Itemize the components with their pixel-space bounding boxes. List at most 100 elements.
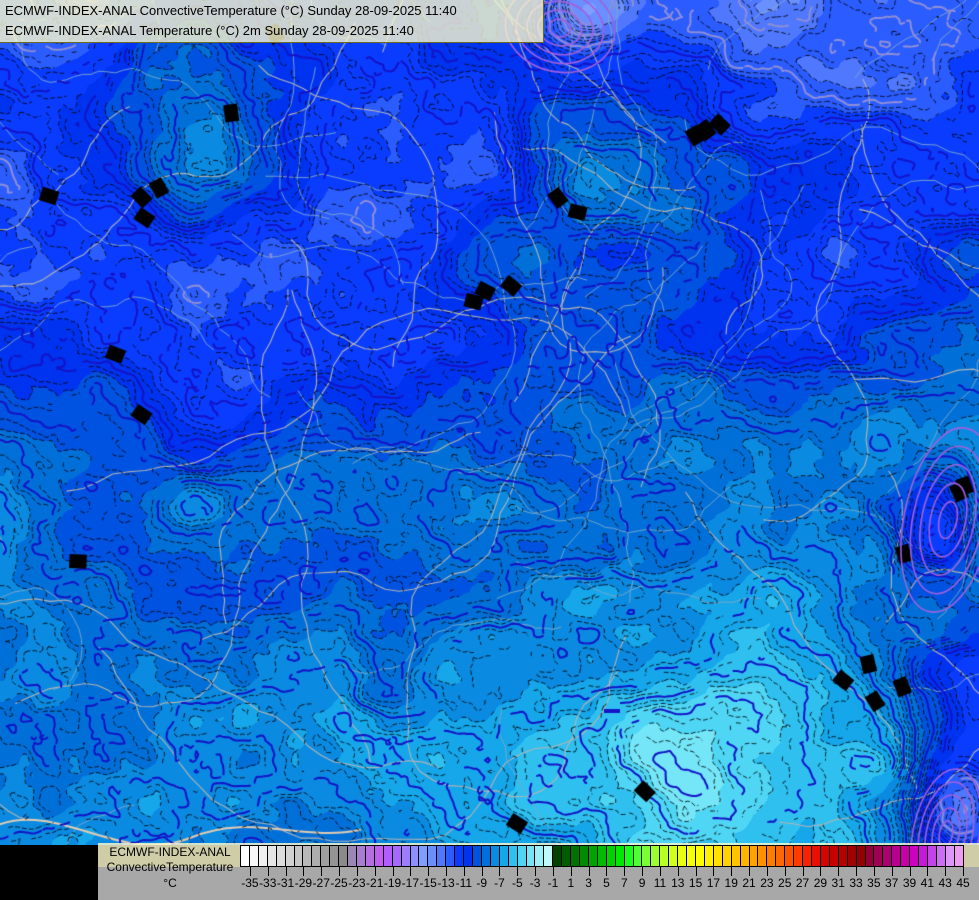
- colorbar-cell[interactable]: [553, 846, 563, 866]
- colorbar-cell[interactable]: [321, 846, 331, 866]
- colorbar-cell[interactable]: [767, 846, 777, 866]
- colorbar-cell[interactable]: [383, 846, 393, 866]
- colorbar-tick-label: -29: [294, 876, 313, 890]
- colorbar-tick-label: -27: [312, 876, 330, 890]
- colorbar-cell[interactable]: [241, 846, 250, 866]
- colorbar-cell[interactable]: [392, 846, 402, 866]
- colorbar-cell[interactable]: [651, 846, 661, 866]
- colorbar-cell[interactable]: [901, 846, 911, 866]
- colorbar-cell[interactable]: [490, 846, 500, 866]
- colorbar-cell[interactable]: [535, 846, 545, 866]
- colorbar-cell[interactable]: [883, 846, 893, 866]
- colorbar-cell[interactable]: [419, 846, 429, 866]
- colorbar-cell[interactable]: [803, 846, 812, 866]
- colorbar-cell[interactable]: [642, 846, 652, 866]
- colorbar-cell[interactable]: [330, 846, 340, 866]
- colorbar-cell[interactable]: [312, 846, 322, 866]
- colorbar-cell[interactable]: [562, 846, 572, 866]
- colorbar-tick-label: -23: [348, 876, 366, 890]
- colorbar-cell[interactable]: [597, 846, 607, 866]
- colorbar-cell[interactable]: [526, 846, 536, 866]
- colorbar-cell[interactable]: [910, 846, 920, 866]
- colorbar-cell[interactable]: [874, 846, 884, 866]
- colorbar-cell[interactable]: [758, 846, 768, 866]
- colorbar-cell[interactable]: [696, 846, 705, 866]
- colorbar-tick: [356, 867, 358, 876]
- colorbar-cell[interactable]: [785, 846, 795, 866]
- colorbar-cell[interactable]: [606, 846, 616, 866]
- weather-map-canvas[interactable]: [0, 0, 979, 845]
- colorbar-cell[interactable]: [927, 846, 937, 866]
- colorbar-cell[interactable]: [740, 846, 750, 866]
- colorbar-cell[interactable]: [892, 846, 902, 866]
- colorbar-cell[interactable]: [544, 846, 554, 866]
- colorbar-tick-label: 43: [938, 876, 952, 890]
- colorbar-cell[interactable]: [919, 846, 928, 866]
- colorbar-cell[interactable]: [713, 846, 723, 866]
- colorbar-cell[interactable]: [588, 846, 598, 866]
- colorbar-cell[interactable]: [856, 846, 866, 866]
- colorbar-cell[interactable]: [794, 846, 804, 866]
- colorbar-cell[interactable]: [633, 846, 643, 866]
- colorbar-cell[interactable]: [517, 846, 527, 866]
- colorbar-tick: [446, 867, 447, 876]
- colorbar-cell[interactable]: [687, 846, 697, 866]
- colorbar-cell[interactable]: [865, 846, 875, 866]
- colorbar-cell[interactable]: [258, 846, 268, 866]
- colorbar-cell[interactable]: [936, 846, 946, 866]
- colorbar-cell[interactable]: [285, 846, 295, 866]
- colorbar-cell[interactable]: [508, 846, 518, 866]
- colorbar-cell[interactable]: [276, 846, 286, 866]
- colorbar-cell[interactable]: [722, 846, 732, 866]
- colorbar-tick-label: -7: [494, 876, 505, 890]
- colorbar-cell[interactable]: [365, 846, 375, 866]
- colorbar-cell[interactable]: [954, 846, 963, 866]
- colorbar-cell[interactable]: [945, 846, 955, 866]
- colorbar-cell[interactable]: [749, 846, 759, 866]
- colorbar-cell[interactable]: [499, 846, 509, 866]
- colorbar-cell[interactable]: [401, 846, 411, 866]
- colorbar-cell[interactable]: [731, 846, 741, 866]
- colorbar-cell[interactable]: [571, 846, 581, 866]
- colorbar-cell[interactable]: [820, 846, 830, 866]
- colorbar-cell[interactable]: [678, 846, 688, 866]
- colorbar-cell[interactable]: [249, 846, 259, 866]
- colorbar-cell[interactable]: [437, 846, 447, 866]
- colorbar-cell[interactable]: [410, 846, 420, 866]
- colorbar-cell[interactable]: [481, 846, 491, 866]
- colorbar-tick-label: 31: [831, 876, 845, 890]
- colorbar-cell[interactable]: [704, 846, 714, 866]
- colorbar-cell[interactable]: [624, 846, 634, 866]
- colorbar-cell[interactable]: [446, 846, 456, 866]
- colorbar-cell[interactable]: [294, 846, 304, 866]
- colorbar-cell[interactable]: [303, 846, 313, 866]
- colorbar-cell[interactable]: [847, 846, 857, 866]
- colorbar-tick: [267, 867, 269, 876]
- colorbar-cell[interactable]: [669, 846, 679, 866]
- colorbar-tick-label: 5: [603, 876, 610, 890]
- colorbar-cell[interactable]: [776, 846, 786, 866]
- colorbar-cell[interactable]: [838, 846, 848, 866]
- colorbar-cell[interactable]: [356, 846, 366, 866]
- map-title-box: ECMWF-INDEX-ANAL ConvectiveTemperature (…: [0, 0, 544, 43]
- colorbar-tick-label: 23: [760, 876, 774, 890]
- colorbar-cell[interactable]: [615, 846, 625, 866]
- legend-unit-label: °C: [163, 876, 177, 890]
- colorbar-swatches[interactable]: [240, 845, 964, 867]
- title-line-convective-temperature: ECMWF-INDEX-ANAL ConvectiveTemperature (…: [5, 3, 457, 18]
- colorbar-tick-label: -19: [383, 876, 402, 890]
- colorbar-tick: [891, 867, 893, 876]
- colorbar-cell[interactable]: [339, 846, 349, 866]
- colorbar-cell[interactable]: [267, 846, 277, 866]
- colorbar-cell[interactable]: [812, 846, 821, 866]
- colorbar-cell[interactable]: [472, 846, 482, 866]
- colorbar-cell[interactable]: [455, 846, 465, 866]
- colorbar-cell[interactable]: [660, 846, 670, 866]
- colorbar-cell[interactable]: [374, 846, 384, 866]
- colorbar-cell[interactable]: [428, 846, 438, 866]
- colorbar-cell[interactable]: [580, 846, 589, 866]
- colorbar-tick: [535, 867, 537, 876]
- colorbar-cell[interactable]: [829, 846, 839, 866]
- colorbar-cell[interactable]: [348, 846, 357, 866]
- colorbar-cell[interactable]: [464, 846, 473, 866]
